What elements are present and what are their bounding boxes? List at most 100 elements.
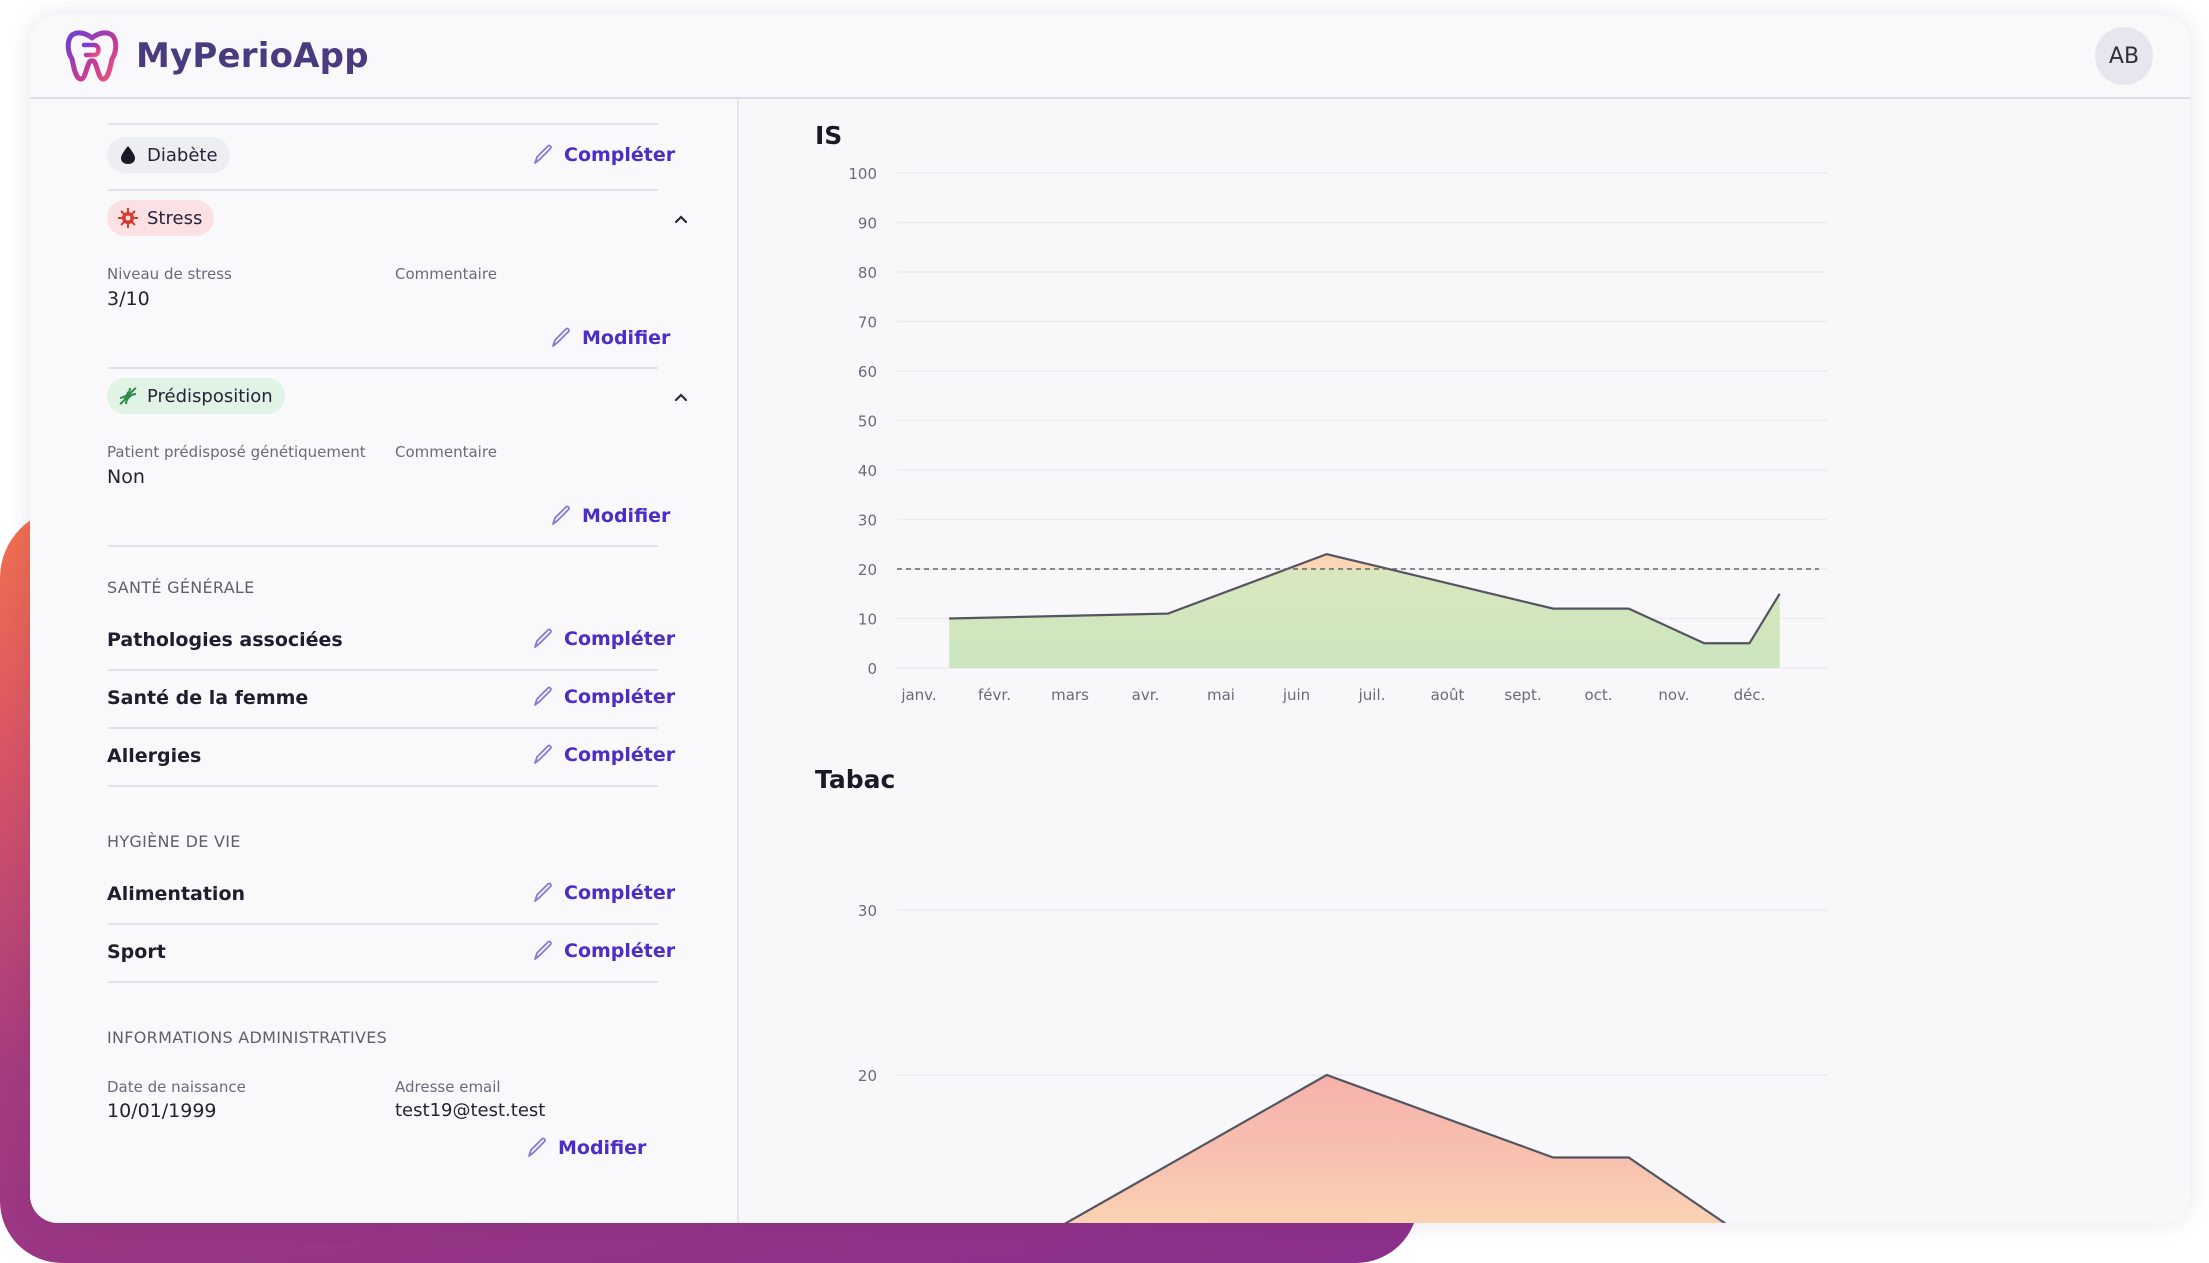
top-bar: MyPerioApp AB xyxy=(30,15,2190,99)
y-tick-label: 70 xyxy=(858,314,877,332)
pencil-icon xyxy=(552,505,570,525)
y-tick-label: 90 xyxy=(858,215,877,233)
action-label: Compléter xyxy=(564,628,676,650)
pencil-icon xyxy=(534,628,552,648)
condition-label-diabete: Diabète xyxy=(147,144,218,166)
condition-label-predisposition: Prédisposition xyxy=(147,385,273,407)
x-tick-label: août xyxy=(1431,686,1465,704)
diabete-complete-button[interactable]: Compléter xyxy=(530,142,675,168)
app-name: MyPerioApp xyxy=(136,36,369,76)
action-label: Compléter xyxy=(564,882,676,904)
divider xyxy=(108,727,658,729)
chevron-up-icon[interactable] xyxy=(671,209,691,229)
action-label: Compléter xyxy=(564,744,676,766)
chevron-up-icon[interactable] xyxy=(671,387,691,407)
x-tick-label: mai xyxy=(1207,686,1235,704)
divider xyxy=(108,123,658,125)
action-label: Compléter xyxy=(564,144,676,166)
virus-icon xyxy=(118,208,138,228)
pencil-icon xyxy=(552,327,570,347)
pencil-icon xyxy=(528,1137,546,1157)
stress-comment-label: Commentaire xyxy=(395,265,497,283)
predisposition-comment-label: Commentaire xyxy=(395,443,497,461)
pencil-icon xyxy=(534,744,552,764)
divider xyxy=(108,923,658,925)
charts-panel: IS 0 10 20 30 40 50 60 70 80 90 100 janv. févr. mars a… xyxy=(739,99,2190,1223)
condition-tag-predisposition: Prédisposition xyxy=(107,378,285,414)
alimentation-complete-button[interactable]: Compléter xyxy=(530,880,675,906)
row-label-alimentation: Alimentation xyxy=(107,883,246,905)
pathologies-complete-button[interactable]: Compléter xyxy=(530,626,675,652)
y-tick-label: 30 xyxy=(858,512,877,530)
divider xyxy=(108,189,658,191)
brand-logo[interactable]: MyPerioApp xyxy=(64,29,369,83)
y-tick-label: 30 xyxy=(858,902,877,920)
divider xyxy=(108,785,658,787)
chart-title-is: IS xyxy=(815,121,843,150)
sport-complete-button[interactable]: Compléter xyxy=(530,938,675,964)
app-window: MyPerioApp AB Diabète Compléter xyxy=(30,15,2190,1223)
y-tick-label: 100 xyxy=(848,165,877,183)
stress-modify-button[interactable]: Modifier xyxy=(548,325,670,351)
section-title-admin: INFORMATIONS ADMINISTRATIVES xyxy=(107,1028,388,1047)
allergies-complete-button[interactable]: Compléter xyxy=(530,742,675,768)
birth-date-label: Date de naissance xyxy=(107,1078,246,1096)
stress-level-value: 3/10 xyxy=(107,288,150,310)
x-tick-label: oct. xyxy=(1584,686,1612,704)
admin-modify-button[interactable]: Modifier xyxy=(524,1135,646,1161)
email-label: Adresse email xyxy=(395,1078,501,1096)
drop-icon xyxy=(121,146,135,164)
x-tick-label: janv. xyxy=(900,686,936,704)
patient-details-panel: Diabète Compléter Stress Niveau de xyxy=(30,99,739,1223)
action-label: Modifier xyxy=(558,1137,647,1159)
y-tick-label: 60 xyxy=(858,363,877,381)
predisposition-value: Non xyxy=(107,466,145,488)
predisposition-modify-button[interactable]: Modifier xyxy=(548,503,670,529)
condition-label-stress: Stress xyxy=(147,207,203,229)
x-tick-label: mars xyxy=(1051,686,1089,704)
y-tick-label: 80 xyxy=(858,264,877,282)
area-below-threshold xyxy=(949,569,1780,668)
divider xyxy=(108,669,658,671)
divider xyxy=(108,981,658,983)
series-line xyxy=(1064,1073,1727,1223)
x-tick-label: juin xyxy=(1282,686,1310,704)
y-tick-label: 20 xyxy=(858,1067,877,1085)
sante-femme-complete-button[interactable]: Compléter xyxy=(530,684,675,710)
action-label: Compléter xyxy=(564,940,676,962)
pencil-icon xyxy=(534,940,552,960)
area-above-threshold xyxy=(949,554,1780,569)
pencil-icon xyxy=(534,686,552,706)
user-avatar[interactable]: AB xyxy=(2095,27,2153,85)
section-title-sante-generale: SANTÉ GÉNÉRALE xyxy=(107,578,255,597)
row-label-pathologies: Pathologies associées xyxy=(107,629,343,651)
y-tick-label: 0 xyxy=(867,660,877,678)
predisposition-label: Patient prédisposé génétiquement xyxy=(107,443,366,461)
divider xyxy=(108,545,658,547)
row-label-sante-femme: Santé de la femme xyxy=(107,687,309,709)
condition-tag-stress: Stress xyxy=(107,200,215,236)
chart-title-tabac: Tabac xyxy=(815,765,896,794)
area-above-threshold xyxy=(949,1075,1788,1223)
condition-tag-diabete: Diabète xyxy=(107,137,230,173)
birth-date-value: 10/01/1999 xyxy=(107,1100,217,1122)
series-line xyxy=(949,553,1781,645)
tooth-logo-icon xyxy=(65,30,119,82)
is-chart: 0 10 20 30 40 50 60 70 80 90 100 janv. févr. mars avr.… xyxy=(848,165,1827,704)
pencil-icon xyxy=(534,144,552,164)
y-tick-label: 40 xyxy=(858,462,877,480)
x-tick-label: juil. xyxy=(1358,686,1386,704)
dna-icon xyxy=(119,387,137,405)
email-value: test19@test.test xyxy=(395,1100,546,1121)
stress-level-label: Niveau de stress xyxy=(107,265,232,283)
action-label: Modifier xyxy=(582,327,671,349)
y-tick-label: 10 xyxy=(858,611,877,629)
section-title-hygiene: HYGIÈNE DE VIE xyxy=(107,832,241,851)
row-label-allergies: Allergies xyxy=(107,745,202,767)
divider xyxy=(108,367,658,369)
x-tick-label: nov. xyxy=(1658,686,1689,704)
x-tick-label: sept. xyxy=(1504,686,1541,704)
x-tick-label: avr. xyxy=(1132,686,1160,704)
action-label: Modifier xyxy=(582,505,671,527)
